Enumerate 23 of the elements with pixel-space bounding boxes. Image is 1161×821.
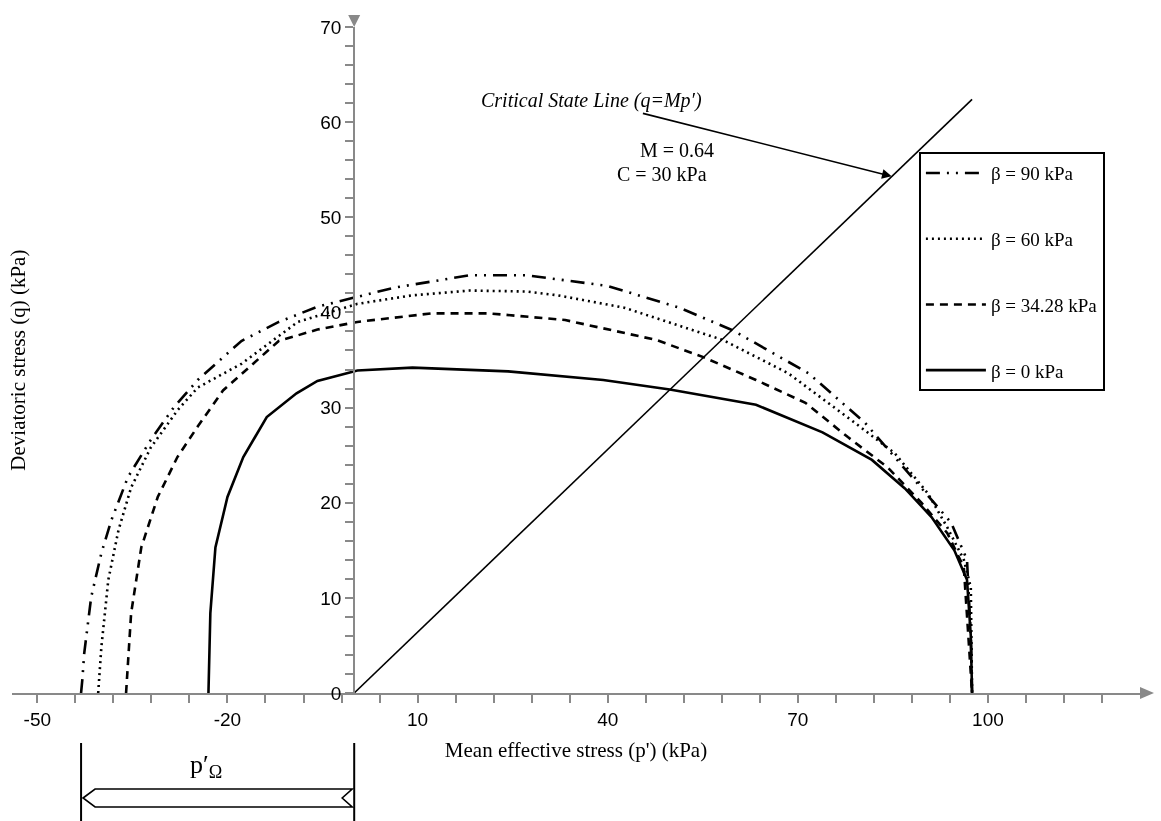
annotation: C = 30 kPa xyxy=(617,163,707,185)
x-tick-label: -20 xyxy=(213,708,242,730)
x-axis-title: Mean effective stress (p') (kPa) xyxy=(444,738,708,763)
legend-label: β = 90 kPa xyxy=(990,163,1074,185)
y-axis-title: Deviatoric stress (q) (kPa) xyxy=(5,249,30,471)
y-tick-label: 70 xyxy=(320,16,342,38)
x-tick-label: 70 xyxy=(787,708,809,730)
legend-label: β = 0 kPa xyxy=(990,360,1065,382)
y-tick-label: 0 xyxy=(330,682,342,704)
y-tick-label: 50 xyxy=(320,206,342,228)
y-tick-label: 60 xyxy=(320,111,342,133)
text: p′$_{Ω}$ xyxy=(190,750,223,783)
y-tick-label: 20 xyxy=(320,492,342,514)
x-tick-label: 10 xyxy=(407,708,429,730)
x-tick-label: 40 xyxy=(597,708,619,730)
x-tick-label: 100 xyxy=(972,708,1004,730)
y-tick-label: 30 xyxy=(320,397,342,419)
legend-label: β = 34.28 kPa xyxy=(990,294,1098,316)
legend-label: β = 60 kPa xyxy=(990,229,1074,251)
annotation: M = 0.64 xyxy=(640,139,715,161)
annotation: Critical State Line (q=Mp′) xyxy=(481,89,702,112)
x-tick-label: -50 xyxy=(23,708,52,730)
y-tick-label: 10 xyxy=(320,587,342,609)
